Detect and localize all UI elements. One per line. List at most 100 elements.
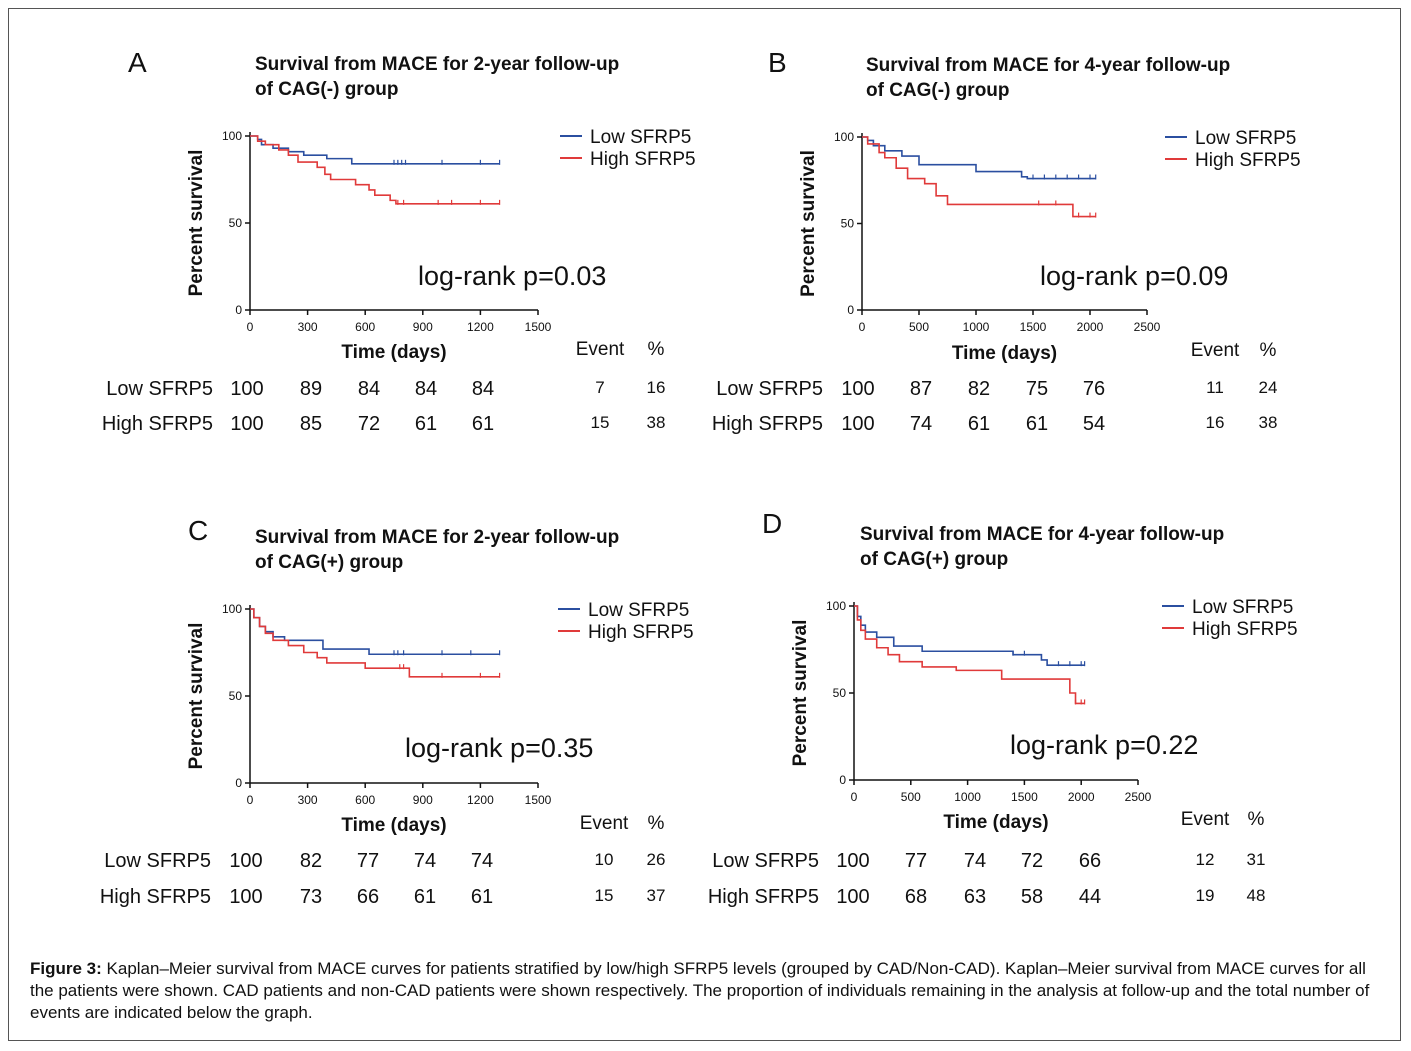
y-tick-label: 100 bbox=[834, 130, 854, 144]
figure-caption: Figure 3: Kaplan–Meier survival from MAC… bbox=[30, 958, 1386, 1024]
table-cell: 84 bbox=[358, 378, 380, 400]
table-cell: 87 bbox=[910, 378, 932, 400]
table-header-percent: % bbox=[1248, 809, 1265, 830]
table-cell: 66 bbox=[357, 886, 379, 908]
table-cell: 82 bbox=[968, 378, 990, 400]
panel-letter: C bbox=[188, 515, 208, 546]
table-row-label: High SFRP5 bbox=[708, 886, 819, 908]
table-cell: 66 bbox=[1079, 850, 1101, 872]
x-tick-label: 500 bbox=[909, 320, 929, 334]
chart-title-line2: of CAG(-) group bbox=[255, 79, 399, 100]
km-figure: A Survival from MACE for 2-year follow-up… bbox=[100, 47, 1301, 908]
table-cell: 72 bbox=[358, 413, 380, 435]
table-cell: 73 bbox=[300, 886, 322, 908]
table-event: 7 bbox=[595, 378, 604, 397]
table-cell: 61 bbox=[968, 413, 990, 435]
table-cell: 100 bbox=[229, 886, 262, 908]
table-header-event: Event bbox=[580, 813, 629, 834]
table-percent: 24 bbox=[1259, 378, 1278, 397]
table-percent: 37 bbox=[647, 886, 666, 905]
table-cell: 76 bbox=[1083, 378, 1105, 400]
table-header-percent: % bbox=[1260, 340, 1277, 361]
table-header-event: Event bbox=[576, 339, 625, 360]
logrank-annotation: log-rank p=0.09 bbox=[1040, 261, 1228, 291]
table-cell: 100 bbox=[229, 850, 262, 872]
table-cell: 44 bbox=[1079, 886, 1101, 908]
x-tick-label: 900 bbox=[413, 793, 433, 807]
x-axis-label: Time (days) bbox=[341, 815, 446, 836]
y-tick-label: 100 bbox=[222, 129, 242, 143]
table-cell: 68 bbox=[905, 886, 927, 908]
y-axis-label: Percent survival bbox=[798, 150, 819, 297]
x-axis-label: Time (days) bbox=[341, 342, 446, 363]
panel-d: D Survival from MACE for 4-year follow-up… bbox=[708, 508, 1298, 908]
table-event: 12 bbox=[1196, 850, 1215, 869]
chart-title-line2: of CAG(-) group bbox=[866, 80, 1010, 101]
km-curve-high bbox=[250, 608, 500, 678]
x-tick-label: 2500 bbox=[1134, 320, 1161, 334]
table-header-event: Event bbox=[1191, 340, 1240, 361]
x-tick-label: 2500 bbox=[1125, 790, 1152, 804]
logrank-annotation: log-rank p=0.22 bbox=[1010, 730, 1198, 760]
x-tick-label: 1500 bbox=[1011, 790, 1038, 804]
x-tick-label: 1200 bbox=[467, 793, 494, 807]
panel-letter: A bbox=[128, 47, 147, 78]
table-cell: 61 bbox=[1026, 413, 1048, 435]
x-tick-label: 0 bbox=[859, 320, 866, 334]
caption-label: Figure 3: bbox=[30, 959, 102, 978]
table-cell: 74 bbox=[964, 850, 986, 872]
x-tick-label: 300 bbox=[298, 793, 318, 807]
table-row-label: High SFRP5 bbox=[100, 886, 211, 908]
legend-label: Low SFRP5 bbox=[588, 600, 689, 621]
logrank-annotation: log-rank p=0.03 bbox=[418, 261, 606, 291]
table-cell: 100 bbox=[836, 886, 869, 908]
chart-title-line1: Survival from MACE for 4-year follow-up bbox=[860, 524, 1224, 545]
legend-label: High SFRP5 bbox=[590, 149, 696, 170]
table-cell: 58 bbox=[1021, 886, 1043, 908]
chart-title-line1: Survival from MACE for 2-year follow-up bbox=[255, 54, 619, 75]
table-cell: 100 bbox=[230, 413, 263, 435]
legend-label: Low SFRP5 bbox=[1195, 128, 1296, 149]
panel-b: B Survival from MACE for 4-year follow-up… bbox=[712, 47, 1301, 435]
table-event: 15 bbox=[595, 886, 614, 905]
logrank-annotation: log-rank p=0.35 bbox=[405, 733, 593, 763]
table-cell: 72 bbox=[1021, 850, 1043, 872]
chart-title-line1: Survival from MACE for 2-year follow-up bbox=[255, 527, 619, 548]
panel-a: A Survival from MACE for 2-year follow-up… bbox=[102, 47, 696, 435]
table-percent: 31 bbox=[1247, 850, 1266, 869]
table-percent: 38 bbox=[647, 413, 666, 432]
table-row-label: High SFRP5 bbox=[712, 413, 823, 435]
legend-label: Low SFRP5 bbox=[590, 127, 691, 148]
legend-label: High SFRP5 bbox=[1192, 619, 1298, 640]
table-cell: 100 bbox=[836, 850, 869, 872]
table-cell: 89 bbox=[300, 378, 322, 400]
table-row-label: Low SFRP5 bbox=[106, 378, 213, 400]
chart-title-line2: of CAG(+) group bbox=[255, 552, 403, 573]
y-tick-label: 0 bbox=[235, 776, 242, 790]
x-tick-label: 600 bbox=[355, 793, 375, 807]
table-cell: 82 bbox=[300, 850, 322, 872]
x-tick-label: 1500 bbox=[525, 320, 552, 334]
table-cell: 63 bbox=[964, 886, 986, 908]
km-curve-high bbox=[854, 605, 1085, 705]
panel-c: C Survival from MACE for 2-year follow-up… bbox=[100, 515, 694, 908]
km-curve-high bbox=[862, 136, 1096, 218]
x-tick-label: 300 bbox=[298, 320, 318, 334]
legend-label: High SFRP5 bbox=[1195, 150, 1301, 171]
y-tick-label: 0 bbox=[235, 303, 242, 317]
table-cell: 85 bbox=[300, 413, 322, 435]
x-tick-label: 2000 bbox=[1068, 790, 1095, 804]
x-tick-label: 2000 bbox=[1077, 320, 1104, 334]
y-axis-label: Percent survival bbox=[186, 623, 207, 770]
x-axis-label: Time (days) bbox=[952, 343, 1057, 364]
table-header-event: Event bbox=[1181, 809, 1230, 830]
table-cell: 75 bbox=[1026, 378, 1048, 400]
table-event: 16 bbox=[1206, 413, 1225, 432]
table-cell: 84 bbox=[415, 378, 437, 400]
table-percent: 38 bbox=[1259, 413, 1278, 432]
table-cell: 84 bbox=[472, 378, 494, 400]
x-tick-label: 1500 bbox=[1020, 320, 1047, 334]
y-tick-label: 0 bbox=[839, 773, 846, 787]
chart-title-line1: Survival from MACE for 4-year follow-up bbox=[866, 55, 1230, 76]
panel-letter: D bbox=[762, 508, 782, 539]
